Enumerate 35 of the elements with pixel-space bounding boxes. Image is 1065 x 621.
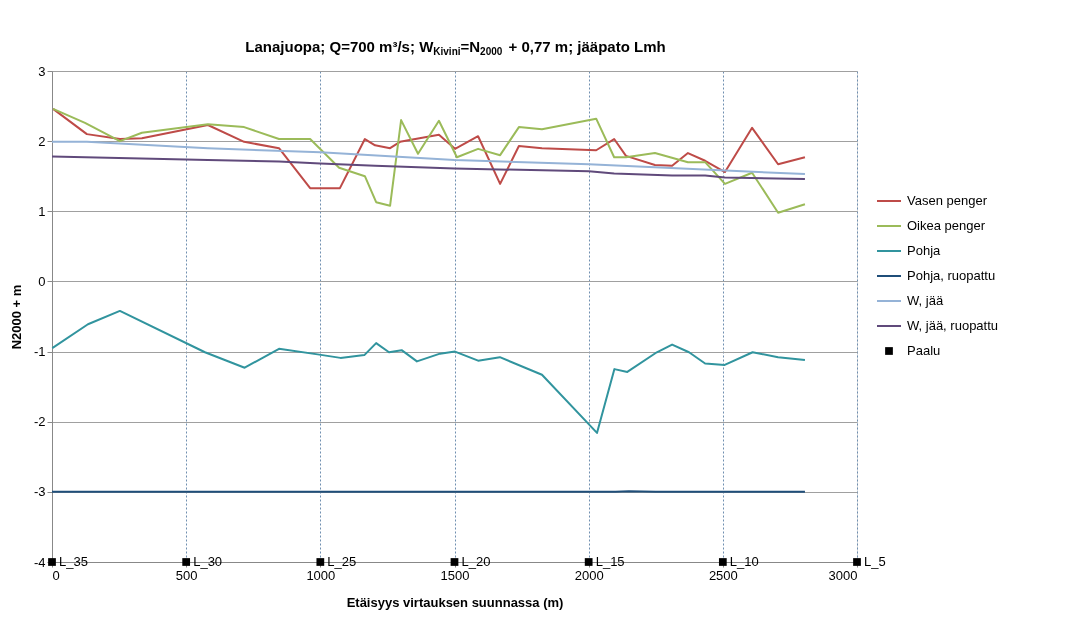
annotation: L_15 [595, 554, 625, 569]
y-tick-label: -2 [33, 414, 46, 430]
x-tick-label: 2000 [574, 567, 604, 583]
x-tick-label: 3000 [828, 567, 858, 583]
y-tick-label: 1 [38, 203, 46, 219]
legend-label: Pohja [907, 243, 942, 258]
legend-label: Oikea penger [907, 218, 986, 233]
y-tick-label: -4 [33, 554, 46, 570]
annotation: L_5 [864, 554, 886, 569]
annotation: L_20 [461, 554, 491, 569]
legend-label: Pohja, ruopattu [907, 268, 996, 283]
annotation: L_10 [729, 554, 759, 569]
legend-label: Vasen penger [907, 193, 988, 208]
y-tick-label: 3 [38, 63, 46, 79]
x-tick-label: 500 [175, 567, 198, 583]
legend-label: W, jää [907, 293, 944, 308]
legend-label: W, jää, ruopattu [907, 318, 999, 333]
annotation: L_30 [193, 554, 223, 569]
annotation: L_35 [59, 554, 88, 569]
annotation: L_25 [327, 554, 357, 569]
y-tick-label: -3 [33, 484, 46, 500]
line-series [51, 140, 806, 176]
y-tick-label: -1 [33, 344, 46, 360]
x-tick-label: 2500 [708, 567, 738, 583]
line-series [52, 107, 806, 214]
legend-label: Paalu [907, 343, 941, 358]
x-tick-label: 1000 [306, 567, 336, 583]
y-tick-label: 2 [38, 133, 46, 149]
x-tick-label: 1500 [440, 567, 470, 583]
line-series [51, 309, 806, 434]
line-series [51, 155, 806, 181]
x-tick-label: 0 [52, 567, 60, 583]
x-axis-title: Etäisyys virtauksen suunnassa (m) [346, 594, 564, 610]
y-axis-title: N2000 + m [8, 284, 24, 350]
y-tick-label: 0 [38, 273, 46, 289]
